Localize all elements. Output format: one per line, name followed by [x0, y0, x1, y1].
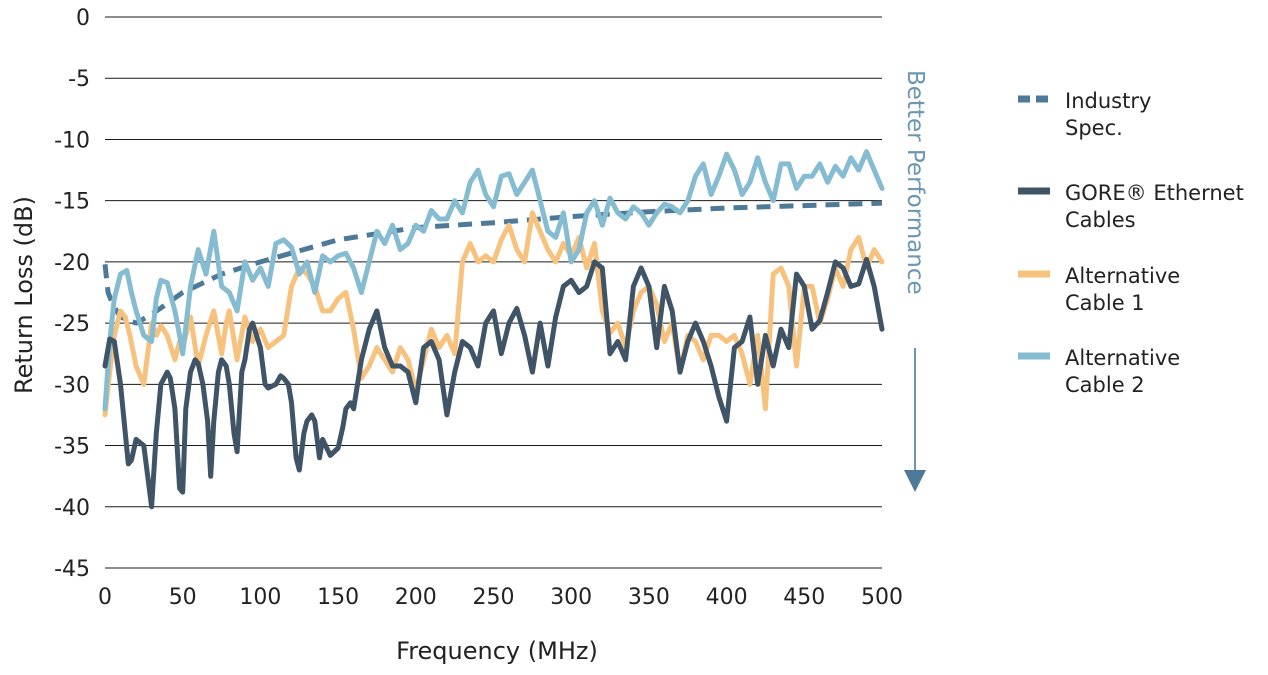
- legend-item: Industry Spec.: [1018, 89, 1151, 140]
- x-tick-label: 250: [473, 585, 515, 610]
- gridlines: [105, 16, 882, 569]
- x-tick-label: 400: [706, 585, 748, 610]
- x-tick-label: 200: [395, 585, 437, 610]
- legend-item: Alternative Cable 1: [1018, 264, 1180, 315]
- better-performance-label: Better Performance: [902, 70, 928, 295]
- x-tick-label: 500: [861, 585, 903, 610]
- better-performance-annotation: Better Performance: [902, 70, 928, 492]
- y-tick-label: -20: [54, 251, 90, 276]
- y-tick-label: -5: [68, 67, 90, 92]
- x-tick-label: 100: [239, 585, 281, 610]
- series-line-alternative-cable-1: [102, 210, 885, 418]
- legend: Industry Spec. GORE® Ethernet Cables Alterna…: [1018, 89, 1244, 397]
- x-tick-label: 450: [783, 585, 825, 610]
- y-tick-label: -35: [54, 435, 90, 460]
- y-tick-label: -40: [54, 496, 90, 521]
- y-axis-label: Return Loss (dB): [10, 196, 38, 394]
- legend-label: GORE® Ethernet Cables: [1065, 181, 1244, 232]
- y-axis-ticks: 0 -5 -10 -15 -20 -25 -30 -35 -40 -45: [54, 6, 90, 582]
- plot-area: [102, 149, 885, 510]
- y-tick-label: -45: [54, 557, 90, 582]
- y-tick-label: -30: [54, 373, 90, 398]
- x-tick-label: 150: [317, 585, 359, 610]
- legend-label: Alternative Cable 1: [1065, 264, 1180, 315]
- x-axis-label: Frequency (MHz): [396, 637, 598, 665]
- x-axis-ticks: 0 50 100 150 200 250 300 350 400 450 500: [98, 585, 903, 610]
- y-tick-label: -25: [54, 312, 90, 337]
- y-tick-label: -10: [54, 128, 90, 153]
- x-tick-label: 350: [628, 585, 670, 610]
- legend-item: GORE® Ethernet Cables: [1018, 181, 1244, 232]
- x-tick-label: 50: [169, 585, 197, 610]
- arrow-down-icon: [904, 470, 926, 492]
- legend-label: Industry Spec.: [1065, 89, 1151, 140]
- x-tick-label: 300: [550, 585, 592, 610]
- y-tick-label: 0: [76, 6, 90, 31]
- legend-label: Alternative Cable 2: [1065, 346, 1180, 397]
- y-tick-label: -15: [54, 190, 90, 215]
- legend-item: Alternative Cable 2: [1018, 346, 1180, 397]
- series-line-gore-ethernet-cables: [102, 256, 885, 510]
- series-line-alternative-cable-2: [102, 149, 885, 412]
- x-tick-label: 0: [98, 585, 112, 610]
